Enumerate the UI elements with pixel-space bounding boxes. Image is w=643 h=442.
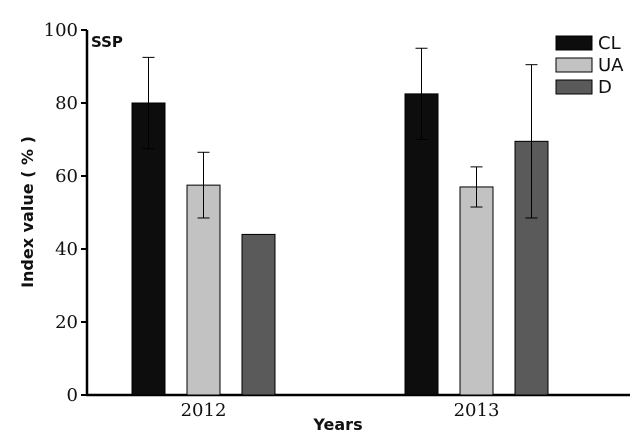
- legend-swatch-ua: [555, 57, 593, 73]
- bar-ua-2013: [459, 186, 494, 396]
- bar-cl-2012: [131, 102, 166, 396]
- x-axis-ticks: 2012 2013: [181, 400, 500, 421]
- bars-group: [131, 47, 549, 396]
- y-tick-label: 80: [55, 93, 78, 114]
- y-tick-label: 0: [67, 385, 78, 406]
- y-axis-ticks: 0 20 40 60 80 100: [44, 20, 87, 406]
- legend-label-d: D: [598, 77, 612, 98]
- y-tick-label: 100: [44, 20, 78, 41]
- panel-label: SSP: [91, 33, 123, 51]
- legend-label-cl: CL: [598, 33, 621, 54]
- bar-ua-2012: [186, 184, 221, 396]
- x-tick-label: 2012: [181, 400, 227, 421]
- y-tick-label: 40: [55, 239, 78, 260]
- y-tick-label: 20: [55, 312, 78, 333]
- plot-area: 0 20 40 60 80 100 2012 2013: [44, 20, 630, 421]
- legend-label-ua: UA: [598, 55, 624, 76]
- x-tick-label: 2013: [454, 400, 500, 421]
- legend-swatch-d: [555, 79, 593, 95]
- x-axis-title: Years: [312, 415, 362, 434]
- y-axis-title: Index value ( % ): [18, 136, 37, 288]
- bar-d-2013: [514, 140, 549, 396]
- legend-swatch-cl: [555, 35, 593, 51]
- bar-d-2012: [241, 233, 276, 396]
- y-tick-label: 60: [55, 166, 78, 187]
- bar-cl-2013: [404, 93, 439, 396]
